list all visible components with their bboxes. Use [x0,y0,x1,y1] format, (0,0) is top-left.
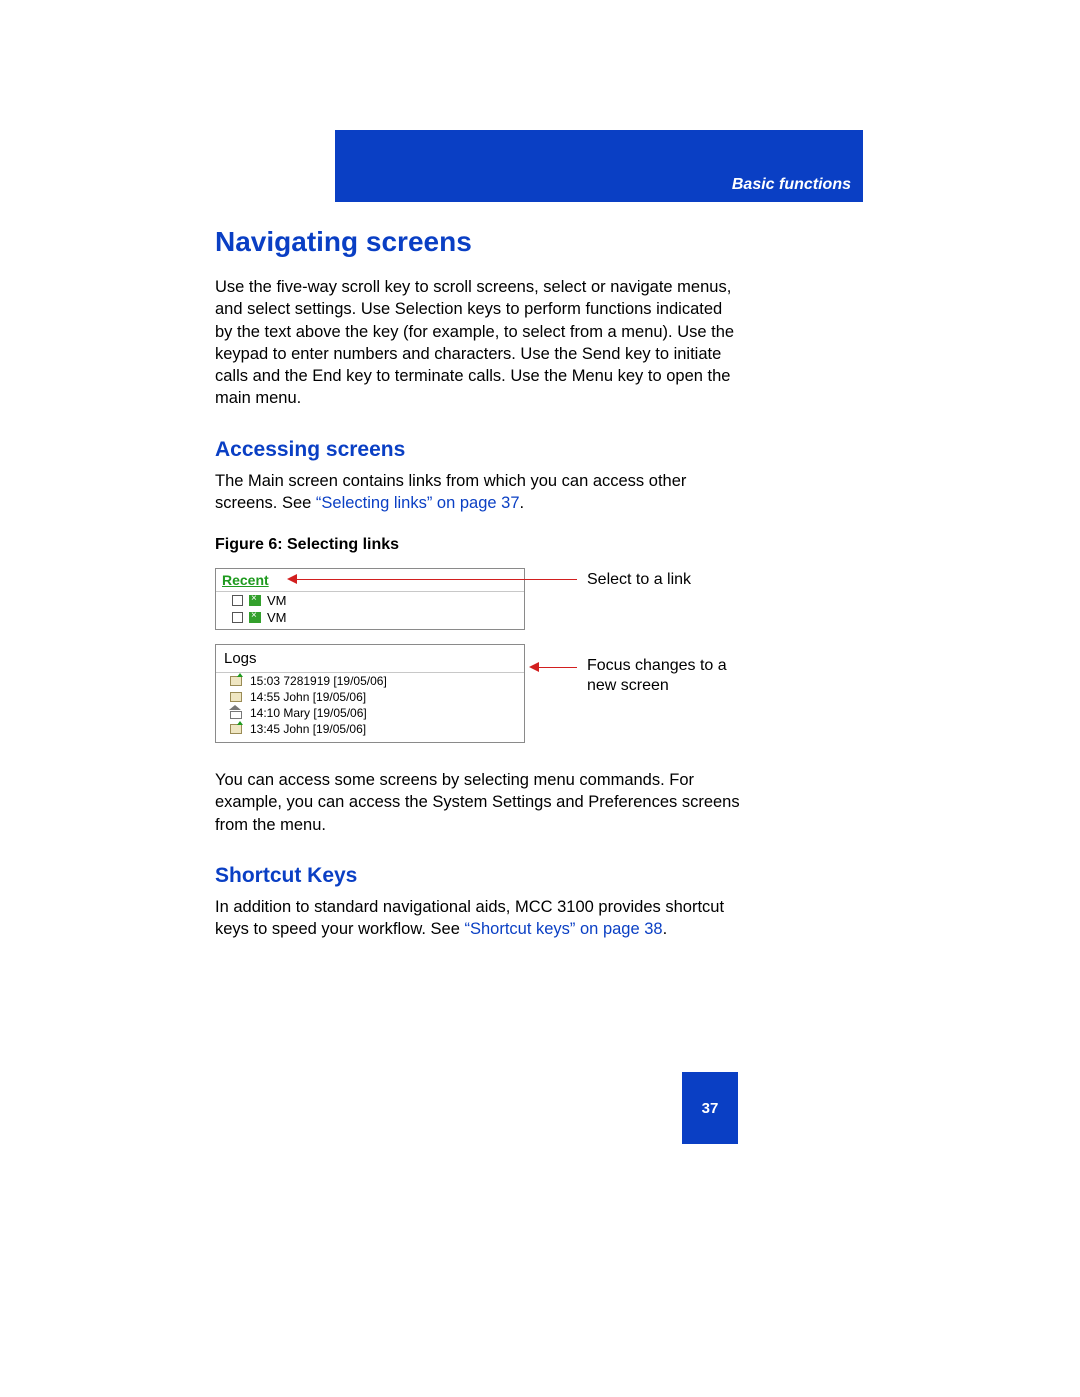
page-number: 37 [702,1100,719,1117]
page-content: Navigating screens Use the five-way scro… [215,130,865,958]
figure-selecting-links: Recent VM VM Logs 15:03 7281919 [19/05/0… [215,568,735,743]
arrow-head-icon [287,574,297,584]
mail-up-icon [230,676,242,686]
recent-item: VM [216,592,524,609]
intro-paragraph: Use the five-way scroll key to scroll sc… [215,276,740,410]
page-title: Navigating screens [215,226,865,258]
after-figure-paragraph: You can access some screens by selecting… [215,769,740,836]
link-shortcut-keys[interactable]: “Shortcut keys” on page 38 [464,920,662,938]
recent-item-label: VM [267,593,287,608]
log-row: 14:55 John [19/05/06] [216,689,524,705]
checkbox-icon[interactable] [232,595,243,606]
log-row: 13:45 John [19/05/06] [216,721,524,742]
arrow-line [539,667,577,668]
arrow-line [297,579,577,580]
home-icon [230,707,242,719]
log-row-text: 13:45 John [19/05/06] [250,722,366,736]
logs-title: Logs [216,645,524,673]
recent-item-label: VM [267,610,287,625]
mail-up-icon [230,724,242,734]
page-number-box: 37 [682,1072,738,1144]
recent-panel: Recent VM VM [215,568,525,630]
figure-caption: Figure 6: Selecting links [215,536,865,554]
message-icon [249,595,261,606]
heading-shortcut-keys: Shortcut Keys [215,864,865,888]
shortcut-paragraph: In addition to standard navigational aid… [215,896,740,941]
link-selecting-links[interactable]: “Selecting links” on page 37 [316,494,520,512]
accessing-paragraph: The Main screen contains links from whic… [215,470,740,515]
heading-accessing-screens: Accessing screens [215,438,865,462]
recent-title[interactable]: Recent [222,572,269,588]
message-icon [249,612,261,623]
annotation-focus-change: Focus changes to a new screen [587,656,735,696]
checkbox-icon[interactable] [232,612,243,623]
log-row-text: 14:10 Mary [19/05/06] [250,706,367,720]
recent-title-row: Recent [216,569,524,592]
log-row-text: 15:03 7281919 [19/05/06] [250,674,387,688]
log-row: 14:10 Mary [19/05/06] [216,705,524,721]
log-row-text: 14:55 John [19/05/06] [250,690,366,704]
log-row: 15:03 7281919 [19/05/06] [216,673,524,689]
shortcut-para-suffix: . [663,920,668,938]
mail-icon [230,692,242,702]
annotation-select-link: Select to a link [587,570,691,590]
accessing-para-suffix: . [520,494,525,512]
logs-panel: Logs 15:03 7281919 [19/05/06] 14:55 John… [215,644,525,743]
arrow-head-icon [529,662,539,672]
recent-item: VM [216,609,524,629]
